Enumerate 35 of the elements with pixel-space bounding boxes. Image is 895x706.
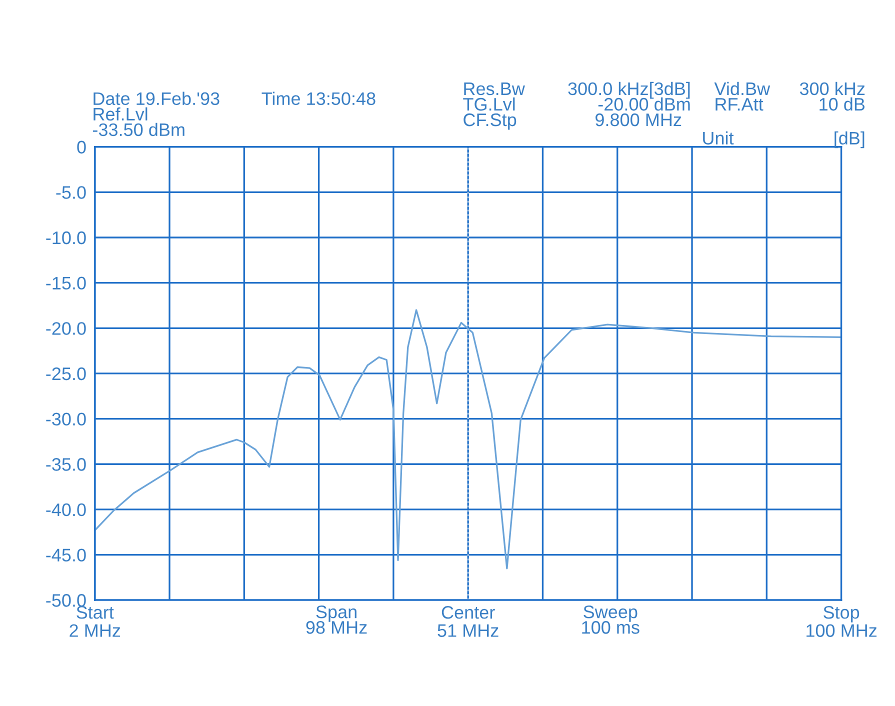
text: CF.Stp — [464, 113, 516, 130]
text: Ref.Lvl — [94, 107, 148, 121]
text: Start — [76, 606, 114, 619]
text: Date 19.Feb.'93 — [94, 92, 220, 106]
y-tick-label: 0 — [77, 140, 86, 154]
text: 300.0 kHz[3dB] — [568, 82, 690, 99]
text: Res.Bw — [464, 82, 525, 96]
text: Unit — [703, 131, 734, 145]
y-tick-label: -40.0 — [46, 503, 86, 516]
line-series — [94, 309, 842, 570]
text: Center — [442, 606, 495, 619]
x-tick-label: 51 MHz — [438, 624, 498, 637]
y-tick-label: -30.0 — [46, 412, 86, 426]
y-tick-label: -45.0 — [46, 548, 86, 562]
x-tick-label: 100 MHz — [806, 624, 877, 637]
y-tick-label: -5.0 — [56, 186, 86, 199]
text: Stop — [824, 606, 860, 622]
annotation: [dB] — [834, 131, 864, 148]
y-tick-label: -20.0 — [46, 322, 86, 335]
text: Span 98 MHz — [306, 606, 367, 634]
text: 300 kHz — [800, 82, 865, 96]
text: TG.Lvl — [463, 97, 515, 111]
y-tick-label: -50.0 — [46, 594, 86, 607]
text: -33.50 dBm — [92, 122, 184, 136]
text: 9.800 MHz — [596, 113, 682, 126]
y-tick-label: -15.0 — [46, 276, 86, 290]
y-tick-label: -35.0 — [46, 458, 86, 471]
x-tick-label: 2 MHz — [70, 624, 120, 637]
text: 10 dB — [820, 97, 865, 111]
text: Time 13:50:48 — [262, 92, 376, 106]
text: RF.Att — [716, 98, 764, 111]
y-tick-label: -25.0 — [46, 367, 86, 380]
y-tick-label: -10.0 — [46, 231, 86, 244]
text: Sweep 100 ms — [582, 606, 640, 634]
text: Vid.Bw — [714, 82, 770, 96]
